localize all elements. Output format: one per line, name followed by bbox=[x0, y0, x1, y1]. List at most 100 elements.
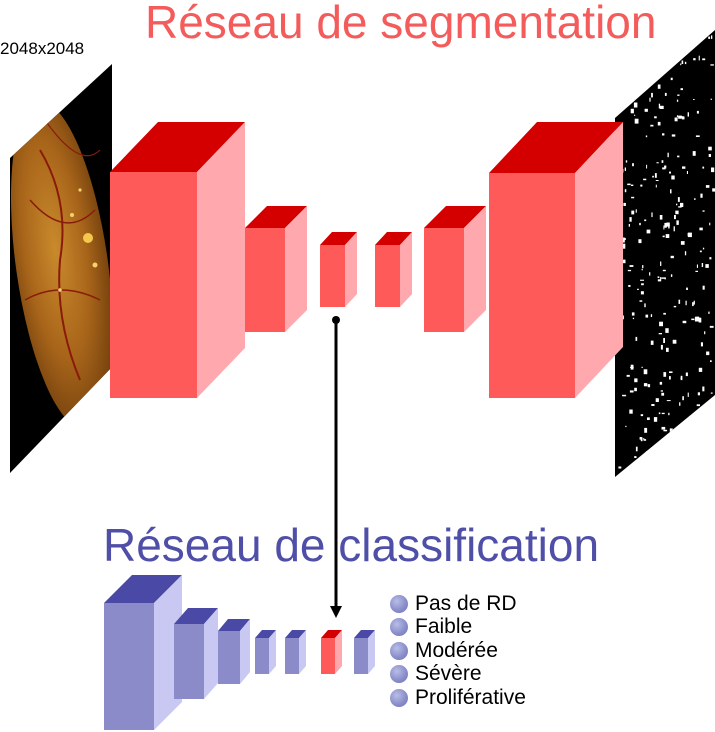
mask-speckle bbox=[649, 272, 651, 276]
mask-speckle bbox=[634, 378, 638, 383]
mask-speckle bbox=[694, 316, 699, 322]
mask-speckle bbox=[693, 300, 695, 305]
mask-speckle bbox=[624, 167, 626, 171]
mask-speckle bbox=[630, 108, 634, 114]
cls-block-7-side bbox=[368, 630, 375, 674]
mask-speckle bbox=[640, 184, 643, 187]
mask-speckle bbox=[624, 189, 627, 193]
seg-block-2-front bbox=[245, 228, 285, 332]
mask-speckle bbox=[641, 268, 643, 271]
mask-speckle bbox=[635, 209, 637, 213]
mask-speckle bbox=[669, 428, 673, 433]
seg-block-6 bbox=[489, 122, 623, 398]
mask-speckle bbox=[639, 437, 642, 440]
seg-block-1 bbox=[110, 122, 245, 398]
cls-block-4-side bbox=[269, 630, 276, 674]
mask-speckle bbox=[672, 339, 677, 344]
mask-speckle bbox=[660, 390, 663, 392]
mask-speckle bbox=[669, 171, 671, 174]
bullet-icon bbox=[390, 594, 408, 613]
mask-speckle bbox=[680, 241, 685, 245]
cls-block-5 bbox=[285, 630, 306, 674]
mask-speckle bbox=[637, 288, 639, 290]
mask-speckle bbox=[679, 402, 681, 406]
mask-speckle bbox=[659, 381, 663, 385]
cls-block-4-front bbox=[255, 638, 269, 674]
mask-speckle bbox=[630, 364, 634, 370]
mask-speckle bbox=[676, 220, 679, 225]
mask-speckle bbox=[657, 276, 660, 278]
mask-speckle bbox=[656, 162, 659, 164]
mask-speckle bbox=[668, 412, 670, 416]
class-label: Modérée bbox=[415, 638, 498, 662]
mask-speckle bbox=[661, 426, 666, 430]
mask-speckle bbox=[664, 222, 667, 228]
seg-block-5-front bbox=[424, 228, 464, 332]
mask-speckle bbox=[645, 314, 649, 318]
mask-speckle bbox=[623, 202, 626, 206]
mask-speckle bbox=[709, 325, 714, 328]
mask-speckle bbox=[702, 386, 705, 392]
mask-speckle bbox=[646, 451, 647, 453]
mask-speckle bbox=[646, 229, 651, 234]
segmentation-network bbox=[110, 122, 623, 398]
mask-speckle bbox=[711, 35, 713, 39]
mask-speckle bbox=[676, 203, 678, 206]
mask-speckle bbox=[631, 196, 635, 199]
mask-speckle bbox=[681, 116, 685, 120]
mask-speckle bbox=[696, 110, 699, 114]
mask-speckle bbox=[705, 185, 710, 188]
cls-block-1-top bbox=[104, 575, 182, 603]
cls-block-6-side bbox=[335, 630, 342, 674]
class-item-severe: Sévère bbox=[390, 662, 526, 687]
mask-speckle bbox=[698, 367, 703, 372]
class-item-moderee: Modérée bbox=[390, 639, 526, 663]
mask-speckle bbox=[664, 165, 667, 169]
mask-speckle bbox=[646, 164, 648, 169]
mask-speckle bbox=[687, 392, 689, 397]
mask-speckle bbox=[688, 232, 692, 238]
mask-speckle bbox=[663, 312, 666, 315]
seg-block-1-top bbox=[110, 122, 245, 172]
mask-speckle bbox=[644, 108, 648, 112]
cls-block-2-side bbox=[204, 608, 218, 699]
bullet-icon bbox=[390, 641, 408, 660]
mask-speckle bbox=[704, 331, 706, 335]
mask-speckle bbox=[693, 58, 696, 61]
mask-speckle bbox=[639, 222, 641, 226]
mask-speckle bbox=[695, 135, 700, 137]
mask-speckle bbox=[666, 347, 669, 352]
mask-speckle bbox=[680, 116, 684, 118]
mask-speckle bbox=[651, 212, 653, 218]
mask-speckle bbox=[670, 77, 673, 81]
mask-speckle bbox=[658, 333, 662, 335]
mask-speckle bbox=[691, 318, 695, 321]
bottleneck-arrow bbox=[330, 316, 342, 618]
mask-speckle bbox=[678, 299, 681, 304]
mask-speckle bbox=[673, 226, 675, 232]
mask-speckle bbox=[696, 264, 698, 268]
mask-speckle bbox=[666, 400, 671, 402]
mask-speckle bbox=[674, 215, 676, 220]
mask-speckle bbox=[694, 198, 696, 200]
mask-speckle bbox=[650, 340, 654, 345]
mask-speckle bbox=[702, 58, 706, 61]
mask-speckle bbox=[622, 394, 627, 397]
cls-block-3-side bbox=[240, 619, 250, 684]
mask-speckle bbox=[708, 36, 711, 39]
class-item-proliferative: Proliférative bbox=[390, 686, 526, 710]
mask-speckle bbox=[702, 210, 705, 212]
cls-block-2-front bbox=[174, 624, 204, 699]
mask-speckle bbox=[641, 366, 643, 368]
mask-speckle bbox=[626, 374, 630, 377]
mask-speckle bbox=[654, 173, 657, 178]
mask-speckle bbox=[622, 237, 625, 243]
mask-speckle bbox=[655, 180, 659, 181]
mask-speckle bbox=[632, 163, 634, 167]
mask-speckle bbox=[663, 338, 665, 343]
mask-speckle bbox=[625, 160, 628, 163]
mask-speckle bbox=[670, 189, 672, 194]
mask-speckle bbox=[649, 97, 651, 102]
mask-speckle bbox=[659, 321, 663, 327]
